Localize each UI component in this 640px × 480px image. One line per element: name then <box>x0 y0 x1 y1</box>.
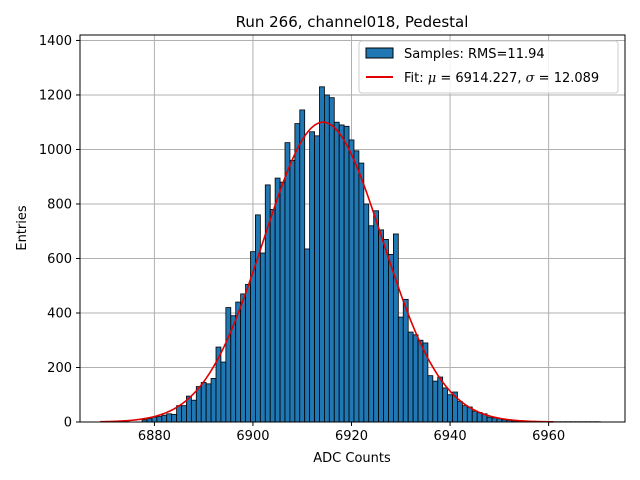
y-tick-label: 600 <box>47 252 72 267</box>
histogram-bar <box>486 416 493 423</box>
histogram-bar <box>417 339 424 423</box>
histogram-bar <box>343 125 350 423</box>
legend-sigma-value: = 12.089 <box>535 71 600 86</box>
histogram-bar <box>368 225 375 423</box>
plot-frame <box>79 34 626 423</box>
histogram-bar <box>235 301 242 423</box>
histogram-bars <box>141 86 601 423</box>
histogram-bar <box>309 131 315 423</box>
histogram-bar <box>328 97 335 423</box>
histogram-bar <box>457 401 463 423</box>
y-tick-label: 800 <box>47 197 72 212</box>
histogram-bar <box>373 210 380 423</box>
histogram-bar <box>363 203 370 423</box>
y-axis-ticks: 0 200 400 600 800 1000 1200 1400 <box>39 34 80 431</box>
histogram-bar <box>279 181 286 423</box>
histogram-bar <box>289 159 296 423</box>
y-tick-label: 1400 <box>39 34 72 49</box>
histogram-bar <box>171 413 177 423</box>
x-tick-label: 6940 <box>434 429 467 444</box>
histogram-bar <box>220 361 227 423</box>
histogram-bar <box>156 416 163 423</box>
histogram-bar <box>358 162 365 423</box>
x-tick-label: 6920 <box>335 429 368 444</box>
histogram-bar <box>407 331 414 423</box>
y-tick-label: 200 <box>47 361 72 376</box>
histogram-bar <box>378 229 384 423</box>
histogram-bar <box>240 293 246 423</box>
histogram-bar <box>442 387 449 423</box>
histogram-bar <box>412 334 419 423</box>
histogram-bar <box>491 417 498 423</box>
legend-samples-label: Samples: RMS=11.94 <box>404 47 545 62</box>
histogram-bar <box>255 214 261 423</box>
legend-box <box>358 40 619 94</box>
y-tick-label: 1000 <box>39 143 72 158</box>
histogram-bar <box>205 383 212 423</box>
histogram-bar <box>392 233 399 423</box>
y-tick-label: 400 <box>47 306 72 321</box>
histogram-bar <box>161 414 168 423</box>
histogram-bar <box>314 135 320 423</box>
histogram-bar <box>210 377 217 423</box>
legend-samples-swatch <box>365 47 394 59</box>
x-tick-label: 6880 <box>138 429 171 444</box>
histogram-bar <box>294 123 301 423</box>
y-tick-label: 1200 <box>39 88 72 103</box>
histogram-bar <box>437 376 444 423</box>
legend-sigma-symbol: σ <box>526 71 536 86</box>
histogram-bar <box>324 94 330 423</box>
histogram-bar <box>166 413 173 423</box>
histogram-bar <box>471 410 478 423</box>
histogram-bar <box>195 386 202 423</box>
histogram-bar <box>348 139 355 423</box>
legend-mu-symbol: μ <box>428 71 436 86</box>
x-tick-label: 6900 <box>236 429 269 444</box>
histogram-bar <box>299 109 306 423</box>
histogram-bar <box>304 248 311 423</box>
histogram-bar <box>245 283 251 423</box>
histogram-bar <box>402 298 409 423</box>
legend-fit-prefix: Fit: <box>404 71 428 86</box>
x-axis-ticks: 6880 6900 6920 6940 6960 <box>138 422 565 444</box>
legend-mu-value: = 6914.227, <box>436 71 525 86</box>
histogram-bar <box>383 239 389 423</box>
histogram-bar <box>284 142 291 423</box>
histogram-bar <box>274 177 281 423</box>
fit-curve <box>100 121 554 423</box>
histogram-bar <box>333 121 340 423</box>
y-tick-label: 0 <box>64 416 72 431</box>
histogram-bar <box>200 382 207 423</box>
histogram-bar <box>388 253 394 423</box>
histogram-bar <box>269 209 276 423</box>
histogram-bar <box>338 124 345 423</box>
legend-fit-label: Fit: μ = 6914.227, σ = 12.089 <box>404 71 599 86</box>
histogram-bar <box>176 405 182 423</box>
histogram-bar <box>353 150 360 423</box>
histogram-bar <box>461 405 468 423</box>
chart-title: Run 266, channel018, Pedestal <box>236 13 469 31</box>
histogram-bar <box>181 405 187 423</box>
y-axis-label: Entries <box>15 205 30 251</box>
histogram-bar <box>319 86 325 423</box>
histogram-bar <box>190 399 197 423</box>
histogram-bar <box>259 252 266 423</box>
x-tick-label: 6960 <box>532 429 565 444</box>
histogram-bar <box>151 416 158 423</box>
histogram-bar <box>432 380 439 423</box>
fit-curve-layer <box>100 121 554 423</box>
legend: Samples: RMS=11.94 Fit: μ = 6914.227, σ … <box>358 40 619 94</box>
histogram-bar <box>397 316 404 423</box>
histogram-bar <box>427 375 434 423</box>
histogram-bar <box>225 307 232 423</box>
x-axis-label: ADC Counts <box>313 451 391 466</box>
histogram-bar <box>447 394 453 423</box>
